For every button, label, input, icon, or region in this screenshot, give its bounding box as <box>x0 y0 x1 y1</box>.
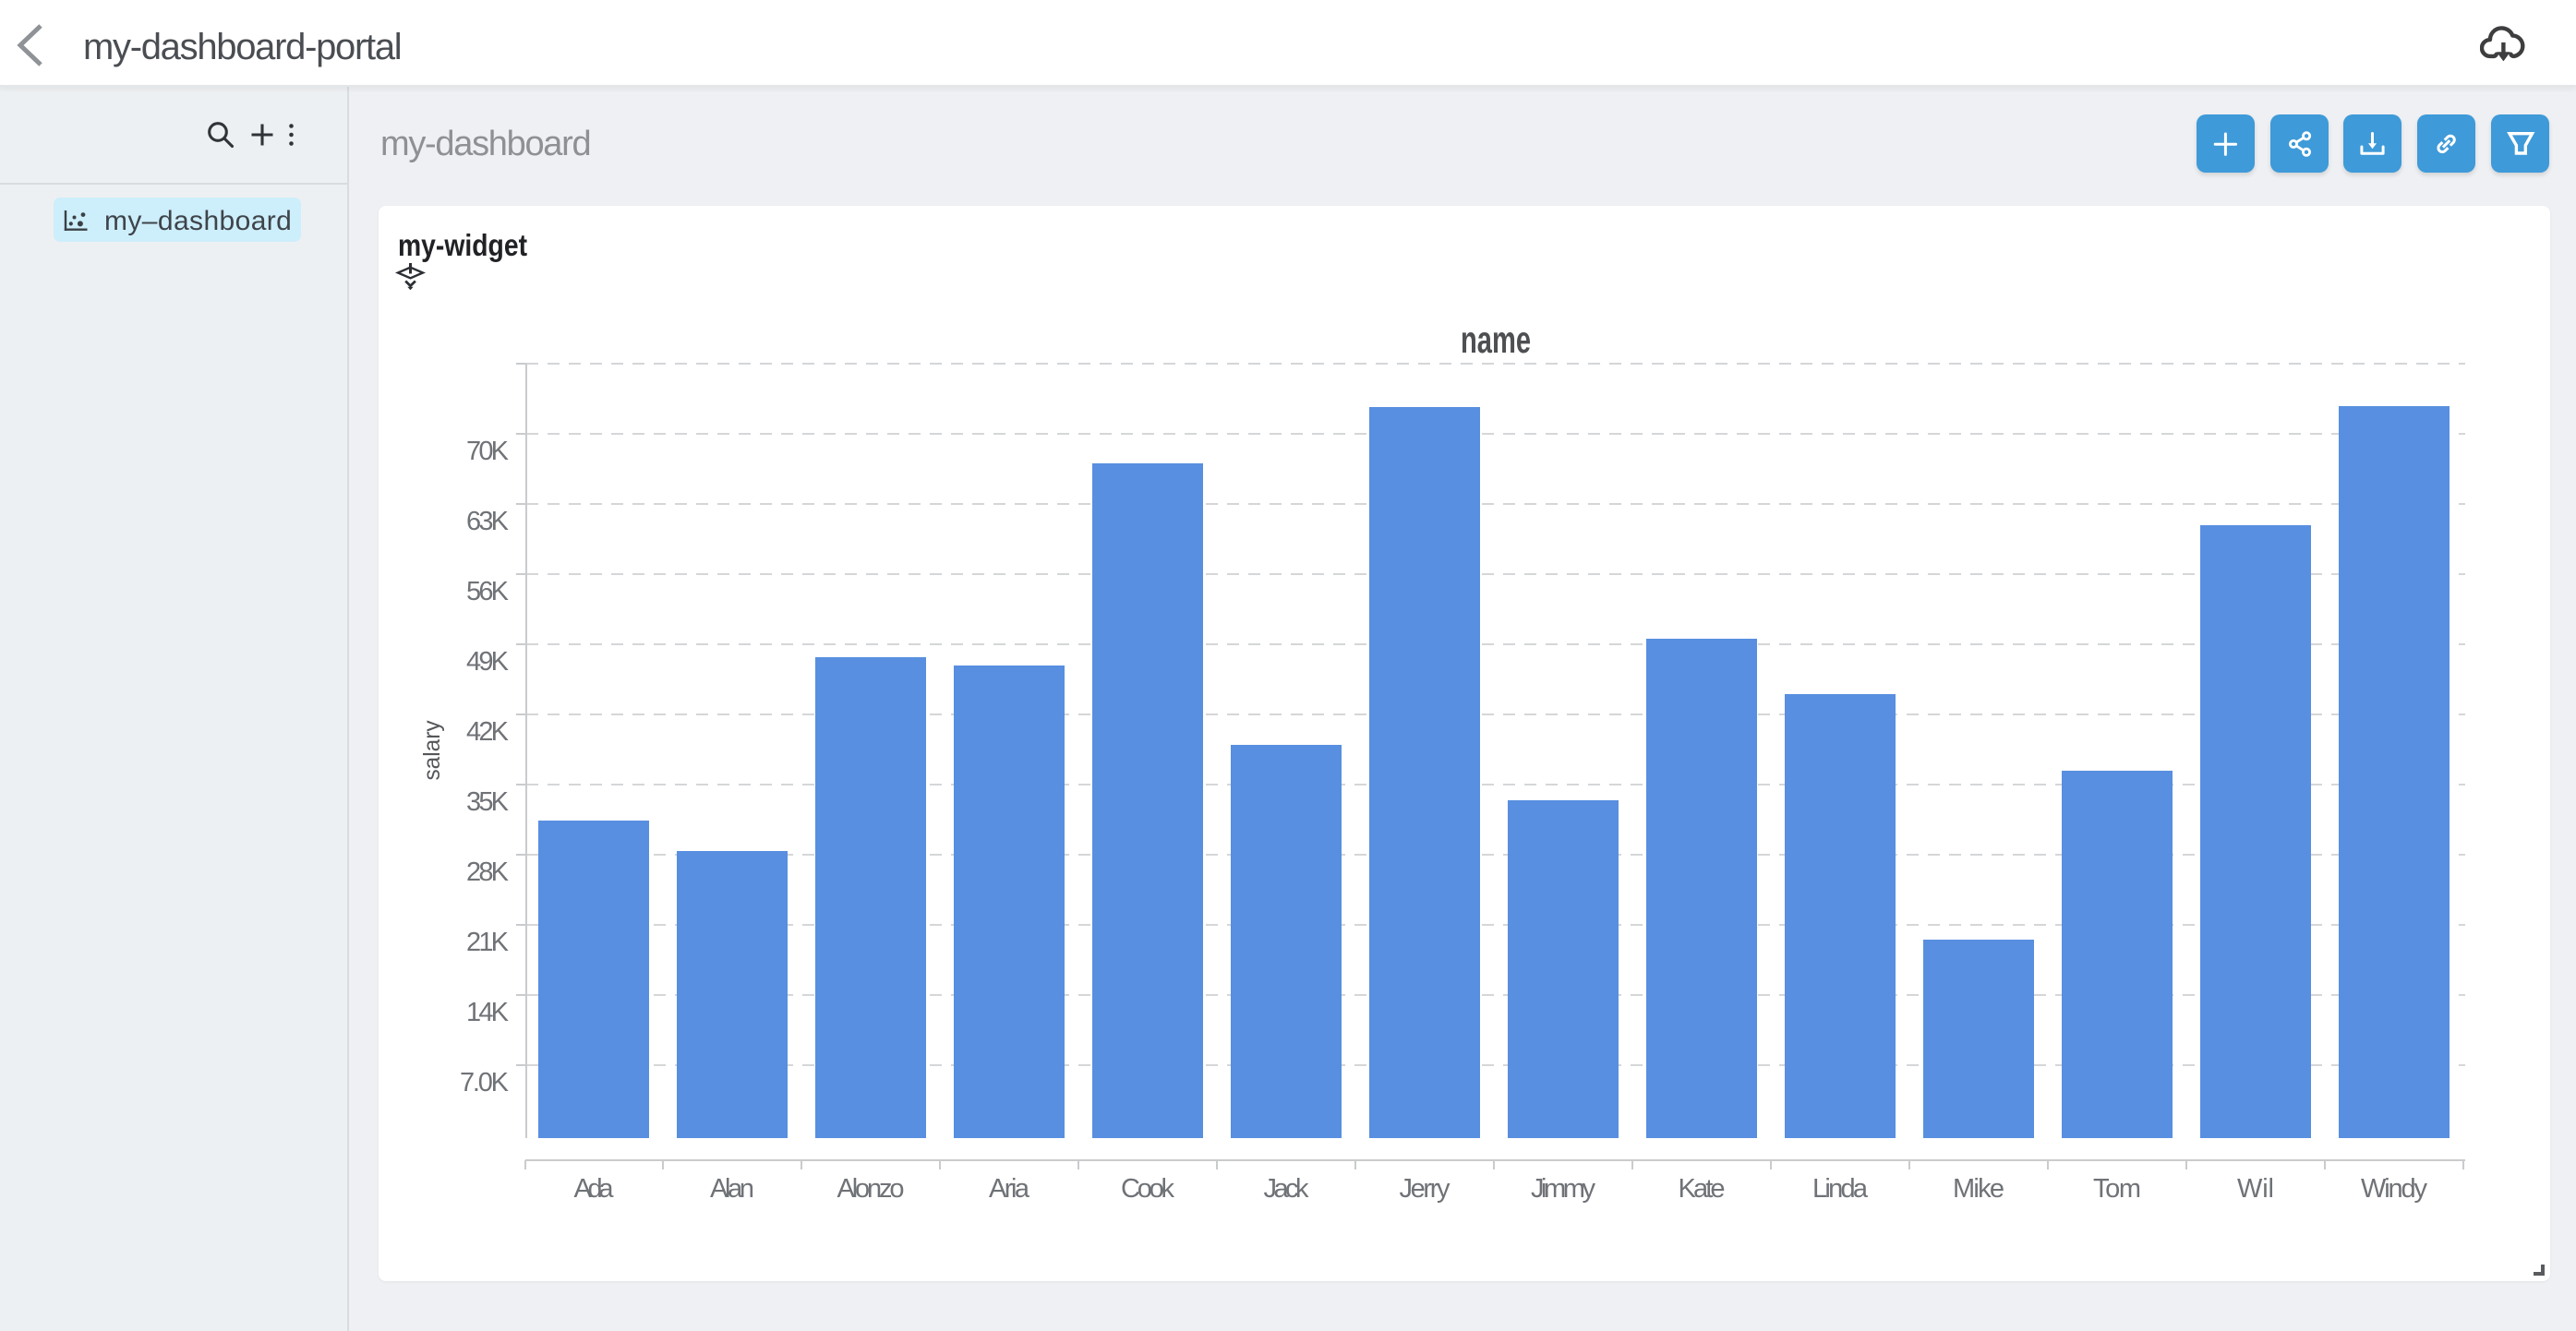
svg-text:Mike: Mike <box>1953 1174 2004 1204</box>
svg-text:14K: 14K <box>466 998 510 1027</box>
svg-text:63K: 63K <box>466 507 510 536</box>
svg-text:49K: 49K <box>466 647 510 677</box>
svg-text:70K: 70K <box>466 437 510 466</box>
svg-text:Jerry: Jerry <box>1400 1174 1451 1204</box>
svg-text:Ada: Ada <box>574 1174 615 1204</box>
svg-text:Wil: Wil <box>2237 1174 2274 1204</box>
svg-text:Linda: Linda <box>1812 1174 1869 1204</box>
svg-text:Tom: Tom <box>2093 1174 2141 1204</box>
svg-text:28K: 28K <box>466 857 510 887</box>
svg-text:Jimmy: Jimmy <box>1531 1174 1596 1204</box>
svg-text:42K: 42K <box>466 717 510 747</box>
svg-text:Alonzo: Alonzo <box>837 1174 905 1204</box>
svg-text:name: name <box>1461 318 1531 361</box>
svg-text:Windy: Windy <box>2361 1174 2428 1204</box>
svg-text:56K: 56K <box>466 577 510 606</box>
svg-text:Jack: Jack <box>1264 1174 1310 1204</box>
svg-text:salary: salary <box>419 720 445 780</box>
svg-text:Kate: Kate <box>1679 1174 1726 1204</box>
svg-text:35K: 35K <box>466 787 510 817</box>
svg-text:my-widget: my-widget <box>398 228 527 262</box>
svg-text:Cook: Cook <box>1121 1174 1175 1204</box>
svg-text:Aria: Aria <box>989 1174 1030 1204</box>
svg-text:Alan: Alan <box>710 1174 754 1204</box>
svg-text:21K: 21K <box>466 928 510 957</box>
svg-text:7.0K: 7.0K <box>460 1068 510 1097</box>
